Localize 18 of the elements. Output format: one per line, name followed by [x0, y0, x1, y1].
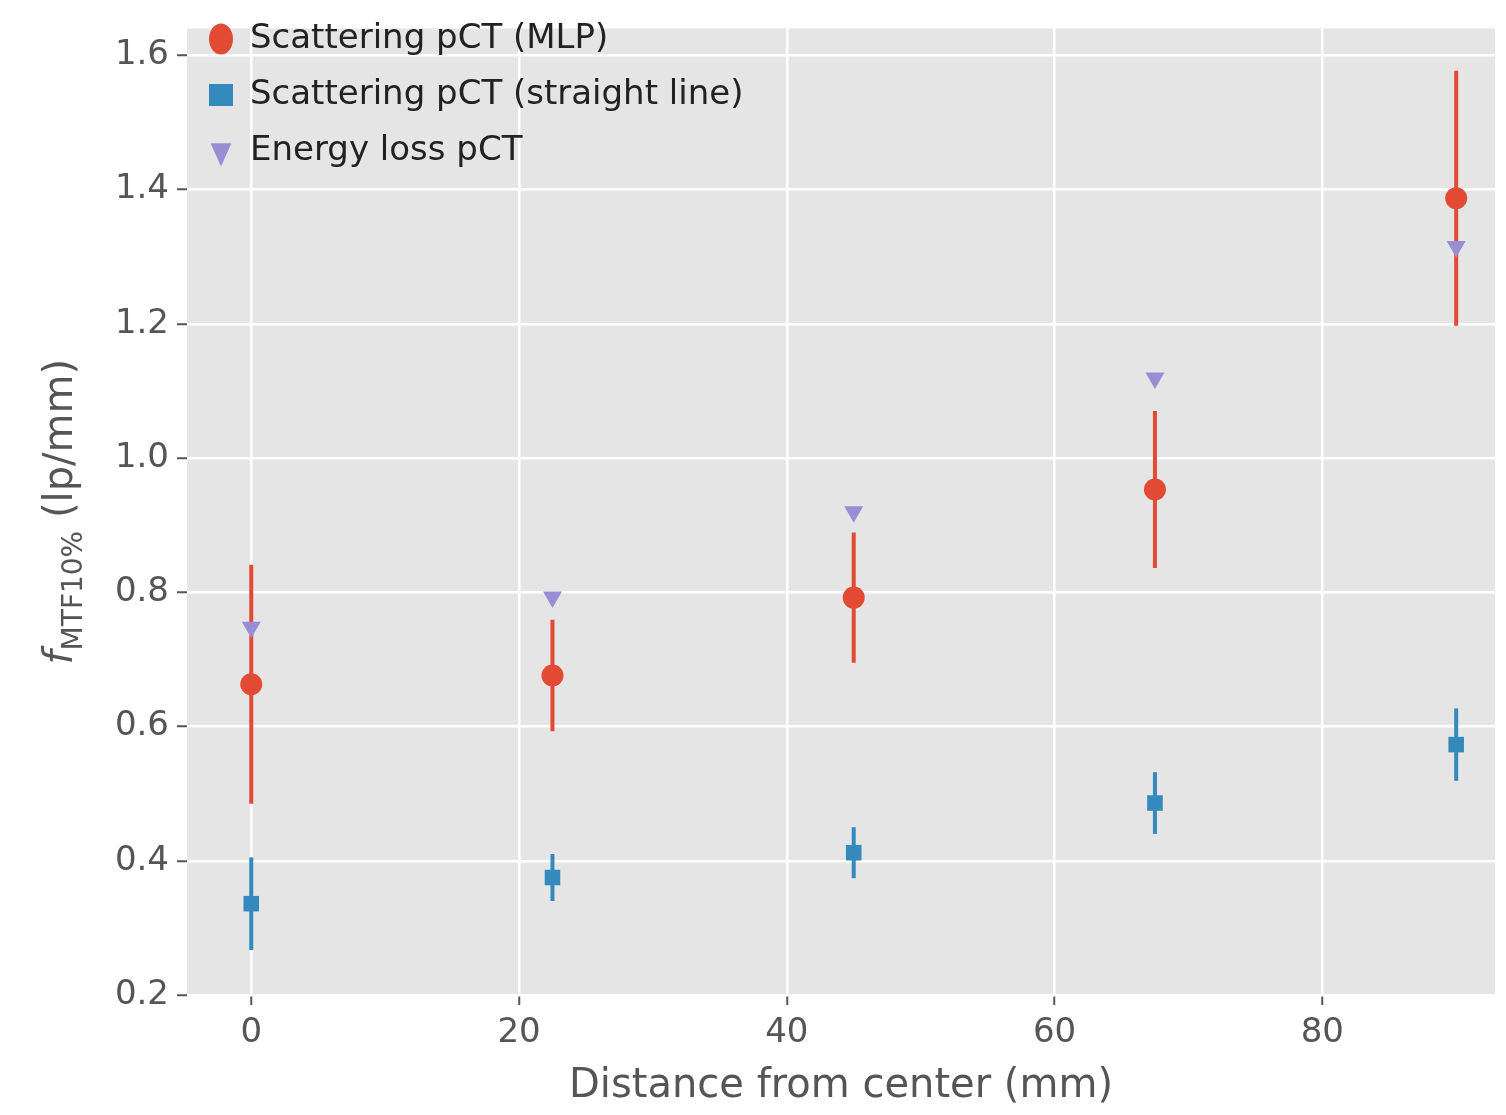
legend-label: Scattering pCT (MLP) — [250, 15, 609, 56]
y-tick-label: 1.4 — [114, 166, 169, 207]
y-tick-label: 1.2 — [114, 300, 169, 341]
x-tick-label: 80 — [1300, 1010, 1344, 1051]
y-tick-label: 0.2 — [114, 971, 169, 1012]
legend-label: Scattering pCT (straight line) — [250, 71, 744, 112]
y-tick-label: 0.6 — [114, 703, 169, 744]
y-tick-label: 0.4 — [114, 837, 169, 878]
x-axis-title: Distance from center (mm) — [569, 1060, 1113, 1107]
y-tick-label: 1.6 — [114, 32, 169, 73]
y-tick-label: 0.8 — [114, 569, 169, 610]
x-tick-label: 60 — [1032, 1010, 1077, 1051]
y-tick-label: 1.0 — [114, 434, 169, 475]
x-tick-label: 20 — [497, 1010, 541, 1051]
y-axis-title: fMTF10% (lp/mm) — [35, 358, 89, 665]
x-tick-label: 0 — [240, 1010, 263, 1051]
legend-label: Energy loss pCT — [250, 127, 523, 168]
x-tick-label: 40 — [765, 1010, 809, 1051]
